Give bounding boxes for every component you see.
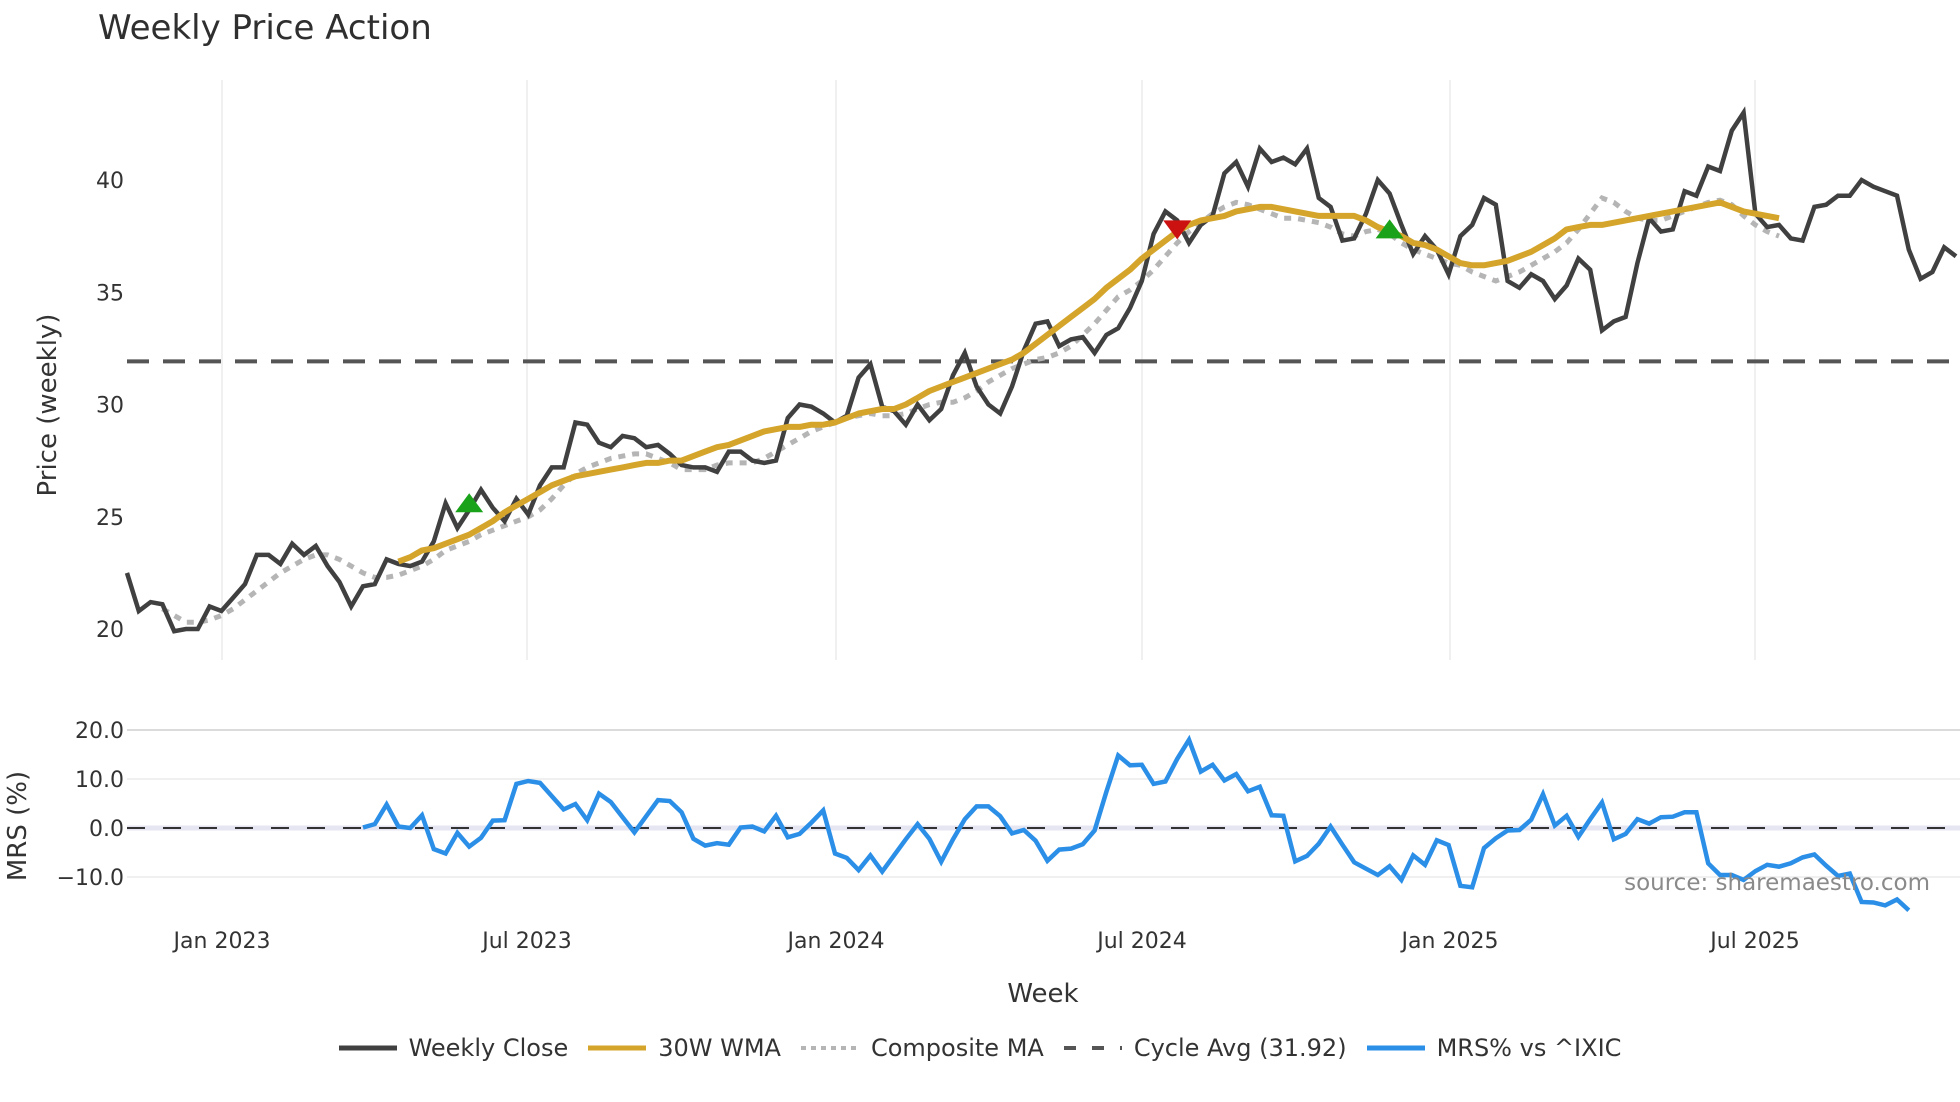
x-tick-label: Jul 2023	[480, 929, 572, 954]
x-tick-label: Jan 2025	[1400, 929, 1499, 954]
price-tick-label: 20	[96, 618, 124, 643]
legend-swatch-icon	[338, 1042, 397, 1054]
legend-label: Composite MA	[870, 1034, 1044, 1062]
legend-swatch-icon	[1366, 1042, 1425, 1054]
legend-item[interactable]: MRS% vs ^IXIC	[1366, 1034, 1622, 1062]
legend-item[interactable]: Cycle Avg (31.92)	[1063, 1034, 1347, 1062]
buy-signal-icon	[455, 493, 484, 513]
price-tick-label: 35	[96, 281, 124, 306]
price-tick-label: 30	[96, 394, 124, 419]
legend-label: 30W WMA	[658, 1034, 781, 1062]
mrs-line	[362, 734, 1911, 912]
source-label: source: sharemaestro.com	[1624, 870, 1930, 896]
x-tick-label: Jan 2024	[786, 929, 885, 954]
legend: Weekly Close 30W WMA Composite MA Cycle Avg…	[0, 1034, 1960, 1062]
mrs-tick-label: −10.0	[57, 866, 124, 891]
price-tick-label: 40	[96, 169, 124, 194]
legend-label: MRS% vs ^IXIC	[1436, 1034, 1622, 1062]
legend-swatch-icon	[588, 1042, 647, 1054]
price-axis-title: Price (weekly)	[33, 314, 63, 497]
x-tick-label: Jul 2025	[1708, 929, 1800, 954]
buy-signal-icon	[1375, 219, 1404, 239]
mrs-plot	[127, 734, 1960, 912]
mrs-tick-label: 10.0	[75, 768, 124, 793]
legend-label: Weekly Close	[408, 1034, 569, 1062]
chart-title: Weekly Price Action	[98, 8, 432, 48]
sell-signal-icon	[1163, 220, 1192, 240]
legend-item[interactable]: 30W WMA	[588, 1034, 781, 1062]
legend-label: Cycle Avg (31.92)	[1133, 1034, 1347, 1062]
legend-item[interactable]: Composite MA	[800, 1034, 1044, 1062]
legend-item[interactable]: Weekly Close	[338, 1034, 569, 1062]
composite-ma-line	[161, 195, 1780, 625]
legend-swatch-icon	[1063, 1042, 1122, 1054]
x-tick-label: Jul 2024	[1095, 929, 1187, 954]
wma-line	[397, 199, 1780, 565]
mrs-tick-label: 0.0	[89, 817, 124, 842]
axes: Jan 2023 Jul 2023 Jan 2024 Jul 2024 Jan 2025…	[3, 169, 1930, 1009]
price-plot	[124, 106, 1960, 634]
legend-swatch-icon	[800, 1042, 859, 1054]
x-axis-title: Week	[1007, 979, 1078, 1009]
gridlines	[127, 80, 1960, 878]
x-tick-label: Jan 2023	[172, 929, 271, 954]
mrs-tick-label: 20.0	[75, 719, 124, 744]
price-tick-label: 25	[96, 506, 124, 531]
mrs-axis-title: MRS (%)	[3, 771, 33, 881]
weekly-close-line	[124, 106, 1958, 634]
